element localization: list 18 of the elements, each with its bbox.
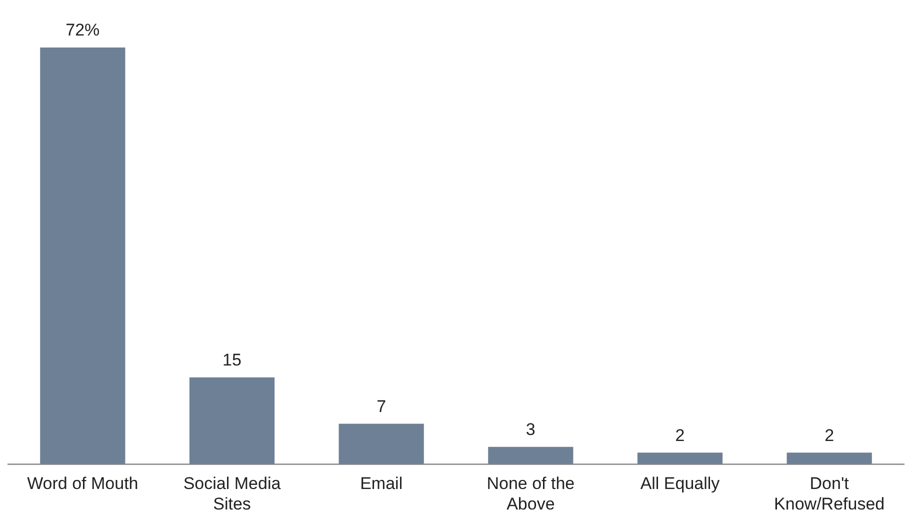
data-label: 15 — [222, 350, 242, 370]
x-tick-label: Email — [360, 474, 403, 494]
x-tick-label: None of the Above — [486, 474, 575, 514]
bar — [40, 48, 126, 464]
x-tick-label: Word of Mouth — [27, 474, 138, 494]
data-label: 3 — [526, 420, 536, 440]
data-label: 2 — [675, 426, 685, 445]
x-tick-label: Don't Know/Refused — [774, 474, 885, 514]
x-tick-label: All Equally — [640, 474, 720, 494]
data-label: 72% — [66, 20, 100, 40]
bar — [338, 424, 424, 464]
bar — [189, 377, 275, 464]
bar — [488, 446, 574, 464]
data-label: 2 — [824, 426, 834, 445]
bar — [786, 452, 872, 464]
bar — [637, 452, 723, 464]
data-label: 7 — [376, 396, 386, 416]
x-tick-label: Social Media Sites — [183, 474, 282, 514]
